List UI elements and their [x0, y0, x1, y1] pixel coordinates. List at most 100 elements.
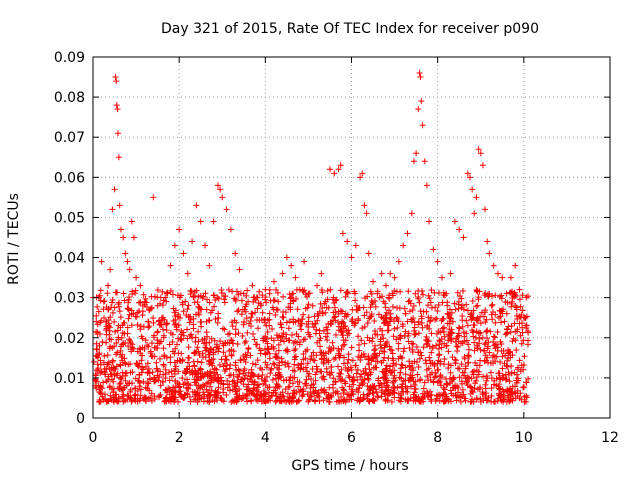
data-point	[426, 354, 433, 361]
data-point	[453, 343, 460, 350]
data-point	[512, 302, 519, 309]
data-point	[451, 218, 458, 225]
data-point	[314, 389, 321, 396]
data-point	[172, 313, 179, 320]
data-point	[270, 278, 277, 285]
data-point	[265, 346, 272, 353]
data-point	[236, 266, 243, 273]
data-point	[161, 353, 168, 360]
data-point	[144, 360, 151, 367]
data-point	[174, 358, 181, 365]
ticks-layer: 0 2 4 6 8 10 12 0 0.01 0.02 0.03 0.04 0.05 0.06 0.07 0.…	[54, 50, 619, 446]
data-point	[437, 329, 444, 336]
data-point	[289, 290, 296, 297]
data-point	[401, 333, 408, 340]
data-point	[324, 330, 331, 337]
data-point	[312, 320, 319, 327]
data-point	[262, 333, 269, 340]
data-point	[408, 375, 415, 382]
data-point	[418, 320, 425, 327]
x-tick-label: 4	[261, 430, 270, 446]
data-point	[409, 346, 416, 353]
data-point	[188, 288, 195, 295]
data-point	[361, 323, 368, 330]
data-point	[278, 355, 285, 362]
data-point	[410, 394, 417, 401]
data-point	[330, 309, 337, 316]
data-point	[389, 350, 396, 357]
data-point	[292, 274, 299, 281]
data-point	[354, 376, 361, 383]
data-point	[332, 378, 339, 385]
data-point	[157, 382, 164, 389]
data-point	[96, 386, 103, 393]
data-point	[361, 340, 368, 347]
data-point	[182, 298, 189, 305]
data-point	[423, 308, 430, 315]
data-point	[264, 328, 271, 335]
data-point	[226, 381, 233, 388]
data-point	[150, 194, 157, 201]
data-point	[220, 349, 227, 356]
data-point	[200, 389, 207, 396]
data-point	[467, 383, 474, 390]
data-point	[441, 386, 448, 393]
data-point	[256, 317, 263, 324]
data-point	[428, 349, 435, 356]
data-point	[254, 325, 261, 332]
data-point	[205, 358, 212, 365]
data-point	[504, 329, 511, 336]
data-point	[139, 344, 146, 351]
data-point	[464, 307, 471, 314]
data-point	[124, 258, 131, 265]
data-point	[330, 375, 337, 382]
data-point	[389, 390, 396, 397]
data-point	[434, 392, 441, 399]
x-tick-label: 12	[601, 430, 619, 446]
data-point	[112, 289, 119, 296]
data-point	[180, 250, 187, 257]
data-point	[289, 380, 296, 387]
data-point	[313, 326, 320, 333]
data-point	[441, 355, 448, 362]
data-point	[449, 329, 456, 336]
data-point	[384, 339, 391, 346]
data-point	[345, 351, 352, 358]
data-point	[194, 398, 201, 405]
data-point	[316, 327, 323, 334]
data-point	[425, 377, 432, 384]
data-point	[330, 356, 337, 363]
data-point	[431, 374, 438, 381]
data-point	[438, 274, 445, 281]
data-point	[214, 390, 221, 397]
data-point	[484, 291, 491, 298]
data-point	[408, 210, 415, 217]
data-point	[123, 369, 130, 376]
data-point	[465, 341, 472, 348]
data-point	[251, 378, 258, 385]
data-point	[167, 262, 174, 269]
data-point	[106, 384, 113, 391]
data-point	[353, 370, 360, 377]
data-point	[242, 359, 249, 366]
data-point	[455, 384, 462, 391]
data-point	[300, 336, 307, 343]
data-point	[492, 292, 499, 299]
data-point	[108, 371, 115, 378]
data-point	[512, 328, 519, 335]
data-point	[483, 328, 490, 335]
data-point	[250, 331, 257, 338]
data-point	[94, 366, 101, 373]
data-point	[259, 366, 266, 373]
data-point	[300, 356, 307, 363]
data-point	[216, 345, 223, 352]
data-point	[162, 387, 169, 394]
data-point	[370, 278, 377, 285]
data-point	[304, 304, 311, 311]
data-point	[300, 388, 307, 395]
data-point	[374, 393, 381, 400]
data-point	[184, 366, 191, 373]
data-point	[212, 374, 219, 381]
data-point	[406, 358, 413, 365]
data-point	[481, 341, 488, 348]
